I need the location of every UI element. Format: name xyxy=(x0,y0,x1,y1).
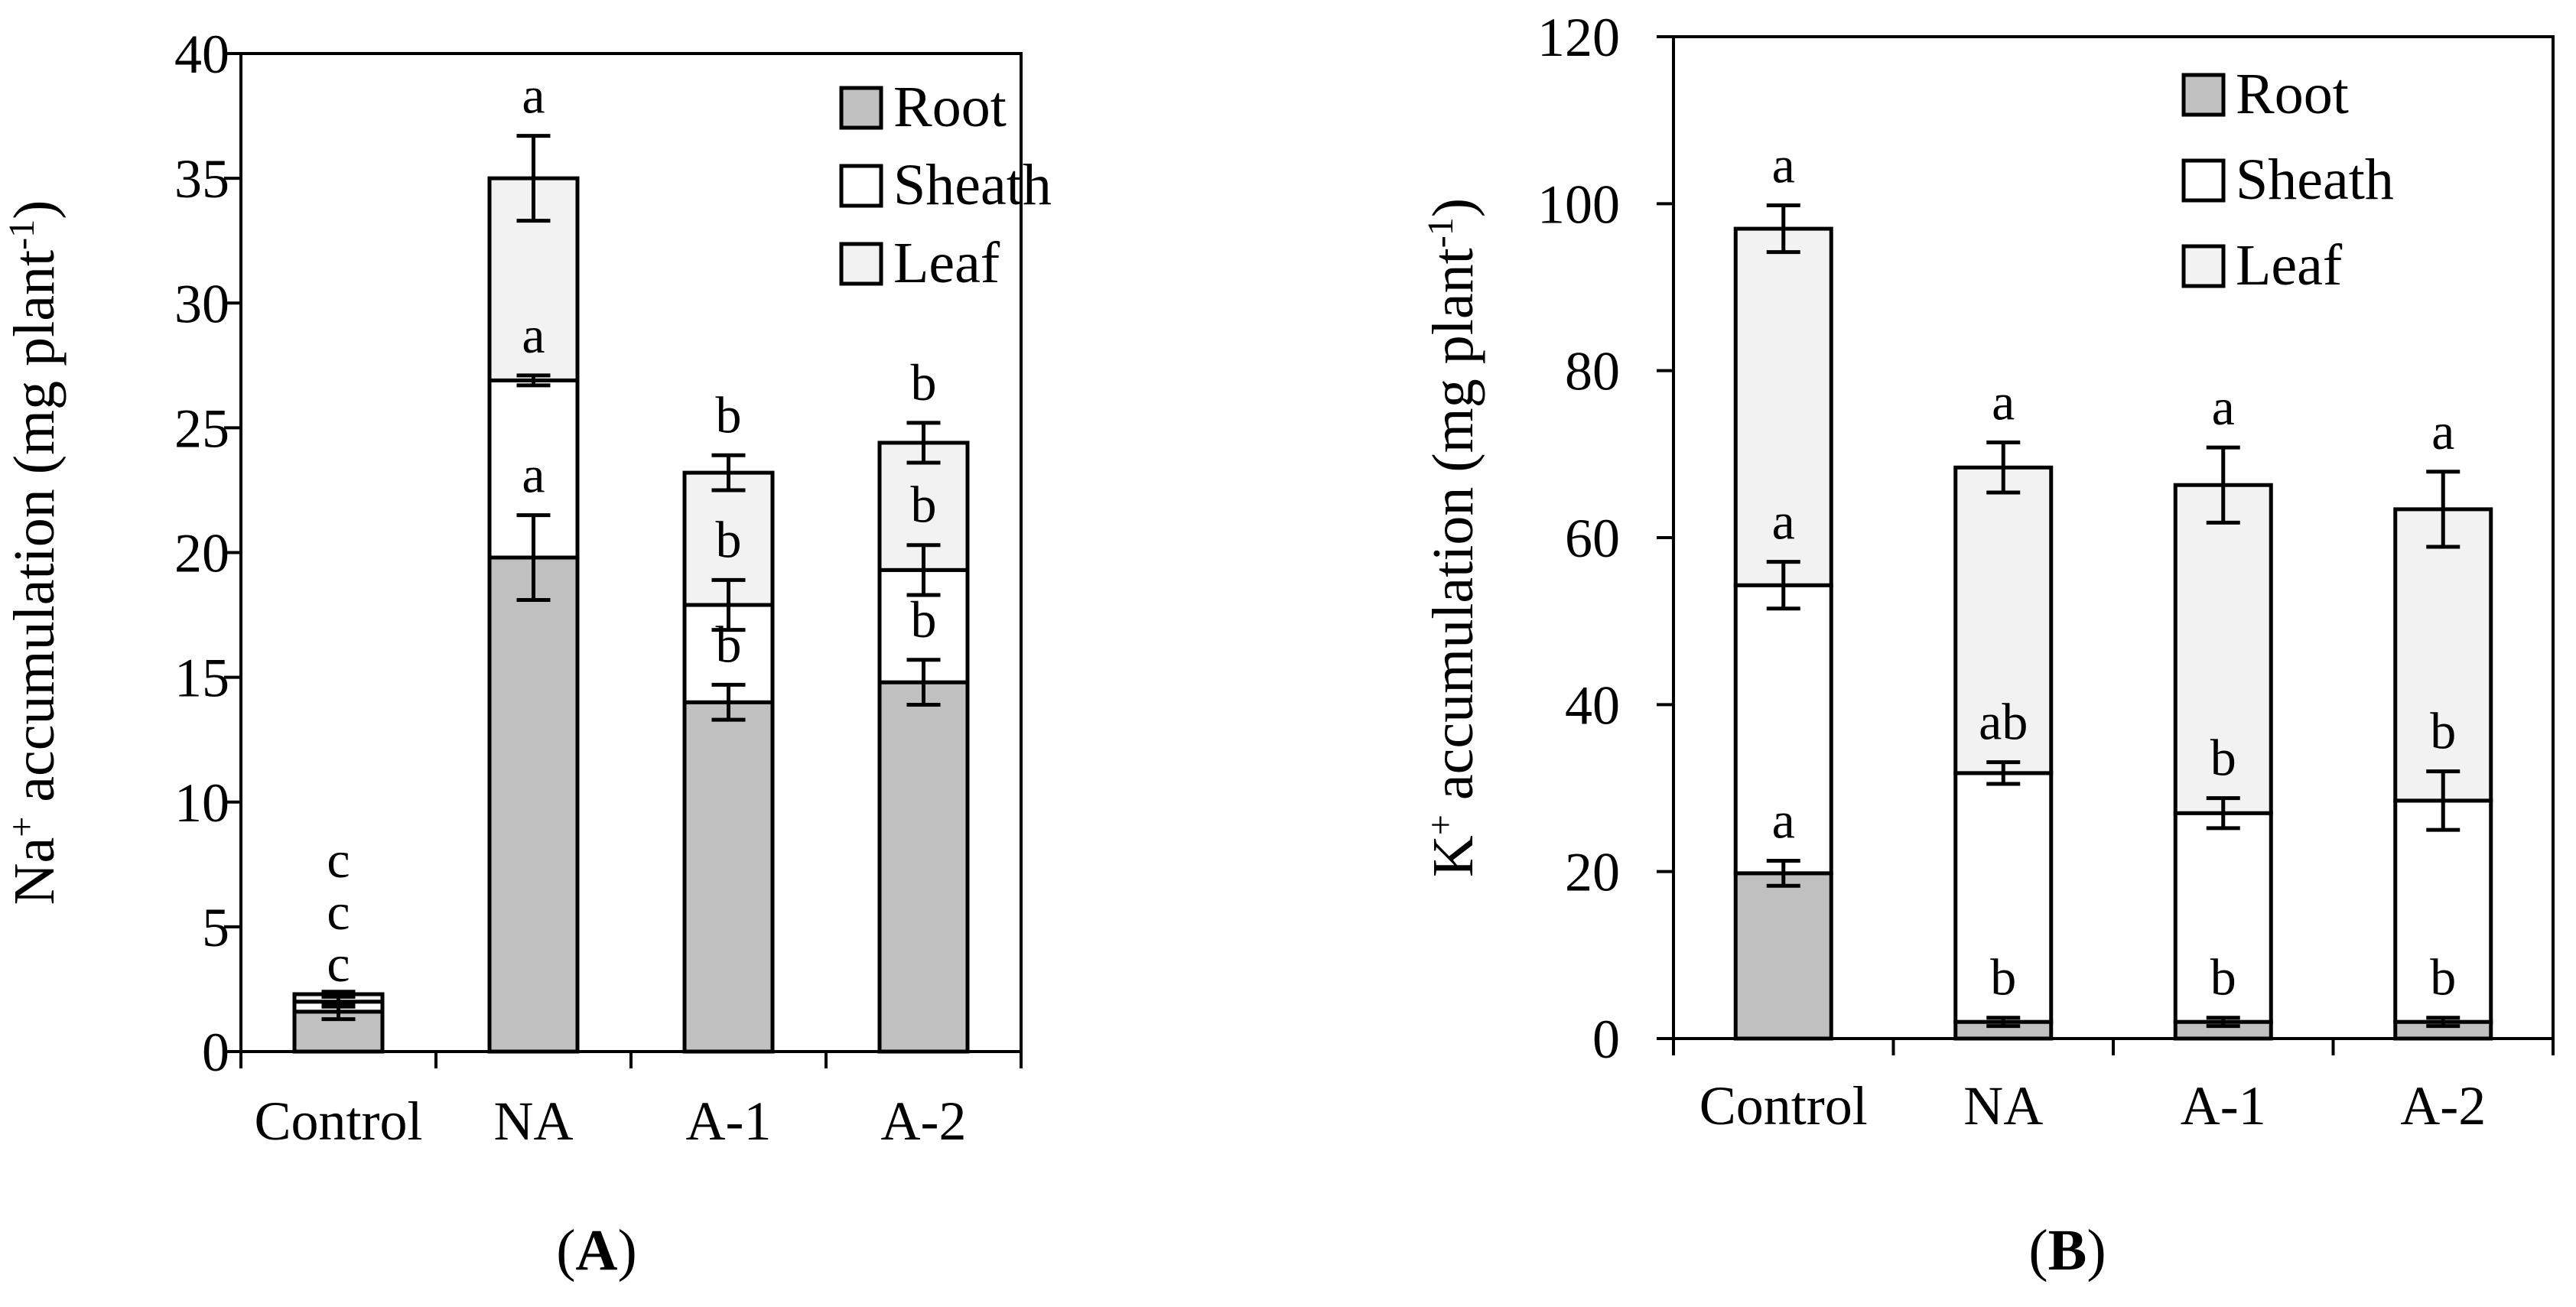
y-axis-label: K+ accumulation (mg plant-1) xyxy=(1420,198,1486,877)
significance-letter: a xyxy=(522,446,545,504)
panel-label-open: ( xyxy=(556,1218,575,1283)
y-label-unit-exponent: -1 xyxy=(1420,217,1461,248)
significance-letter: b xyxy=(2430,702,2456,760)
significance-letter: a xyxy=(2212,378,2235,436)
panel-a: 0510152025303540cccControlaaaNAbbbA-1bbb… xyxy=(2,24,1052,1283)
significance-letter: b xyxy=(716,510,742,568)
significance-letter: b xyxy=(1990,948,2016,1006)
bar-root-na xyxy=(487,555,580,1054)
y-tick-label: 20 xyxy=(1565,842,1620,903)
legend-label-leaf: Leaf xyxy=(893,231,1000,295)
x-category-label: NA xyxy=(1963,1075,2043,1136)
legend-swatch-sheath xyxy=(839,164,883,208)
significance-letter: b xyxy=(2210,948,2236,1006)
significance-letter: c xyxy=(327,831,350,889)
legend-swatch-root xyxy=(839,86,883,130)
significance-letter: a xyxy=(1772,493,1795,551)
significance-letter: b xyxy=(2210,729,2236,787)
y-label-unit-exponent: -1 xyxy=(2,219,42,250)
bar-sheath-a-2 xyxy=(2393,798,2493,1024)
y-label-text: accumulation (mg plant xyxy=(1421,248,1485,814)
significance-letter: c xyxy=(327,883,350,941)
x-category-label: Control xyxy=(254,1091,422,1152)
legend-swatch-sheath xyxy=(2181,158,2226,203)
y-label-text: accumulation (mg plant xyxy=(2,250,67,817)
x-category-label: NA xyxy=(494,1091,574,1152)
significance-letter: ab xyxy=(1979,693,2028,751)
y-tick-label: 40 xyxy=(174,24,229,85)
significance-letter: a xyxy=(1992,373,2015,431)
y-label-ion: Na xyxy=(2,837,67,905)
y-tick-label: 120 xyxy=(1537,7,1620,68)
y-tick-label: 5 xyxy=(202,897,229,958)
x-category-label: Control xyxy=(1699,1075,1868,1136)
significance-letter: a xyxy=(2431,402,2454,460)
bar-leaf-a-1 xyxy=(2173,483,2273,815)
bar-root-a-1 xyxy=(682,700,775,1054)
panel-label: (A) xyxy=(556,1218,637,1283)
significance-letter: a xyxy=(522,306,545,364)
panel-label-letter: A xyxy=(576,1218,618,1283)
bar-sheath-na xyxy=(1953,771,2054,1024)
legend-swatch-root xyxy=(2181,73,2226,117)
significance-letter: b xyxy=(716,615,742,673)
significance-letter: b xyxy=(911,476,937,534)
x-category-label: A-2 xyxy=(2400,1075,2486,1136)
y-tick-label: 25 xyxy=(174,398,229,459)
x-category-label: A-1 xyxy=(2181,1075,2266,1136)
panel-label-close: ) xyxy=(2086,1218,2106,1283)
y-tick-label: 10 xyxy=(174,772,229,834)
panel-label: (B) xyxy=(2028,1218,2106,1283)
y-label-ion: K xyxy=(1421,835,1485,877)
panel-b: 0 20 40 60 80 100 120 a a a Control b ab a NA b b a A-1 b b a… xyxy=(1420,7,2555,1283)
y-label-close: ) xyxy=(2,200,67,219)
y-tick-label: 60 xyxy=(1565,508,1620,569)
legend-label-root: Root xyxy=(2236,62,2349,126)
legend-label-root: Root xyxy=(893,75,1007,139)
y-tick-label: 15 xyxy=(174,648,229,709)
significance-letter: c xyxy=(327,935,350,993)
bar-root-a-2 xyxy=(877,680,970,1054)
y-tick-label: 40 xyxy=(1565,675,1620,736)
significance-letter: a xyxy=(522,67,545,125)
legend-label-sheath: Sheath xyxy=(2236,148,2394,212)
significance-letter: b xyxy=(911,353,937,411)
panel-label-open: ( xyxy=(2028,1218,2047,1283)
y-tick-label: 0 xyxy=(202,1022,229,1083)
y-tick-label: 20 xyxy=(174,523,229,584)
y-label-ion-charge: + xyxy=(1420,814,1461,835)
y-tick-label: 100 xyxy=(1537,174,1620,235)
legend-label-sheath: Sheath xyxy=(893,153,1052,217)
legend-swatch-leaf xyxy=(2181,244,2226,288)
y-tick-label: 30 xyxy=(174,273,229,334)
x-category-label: A-1 xyxy=(686,1091,772,1152)
y-tick-label: 35 xyxy=(174,148,229,210)
y-label-ion-charge: + xyxy=(2,817,42,837)
panel-label-letter: B xyxy=(2048,1218,2087,1283)
legend-label-leaf: Leaf xyxy=(2236,233,2343,297)
y-tick-label: 80 xyxy=(1565,341,1620,402)
significance-letter: a xyxy=(1772,791,1795,849)
significance-letter: b xyxy=(911,590,937,649)
bar-root-control xyxy=(1733,871,1833,1041)
significance-letter: a xyxy=(1772,136,1795,194)
legend-swatch-leaf xyxy=(839,242,883,286)
y-axis-label: Na+ accumulation (mg plant-1) xyxy=(2,200,67,905)
x-category-label: A-2 xyxy=(881,1091,967,1152)
significance-letter: b xyxy=(2430,948,2456,1006)
panel-label-close: ) xyxy=(617,1218,636,1283)
significance-letter: b xyxy=(716,385,742,444)
y-tick-label: 0 xyxy=(1592,1009,1620,1070)
y-label-close: ) xyxy=(1421,198,1485,217)
